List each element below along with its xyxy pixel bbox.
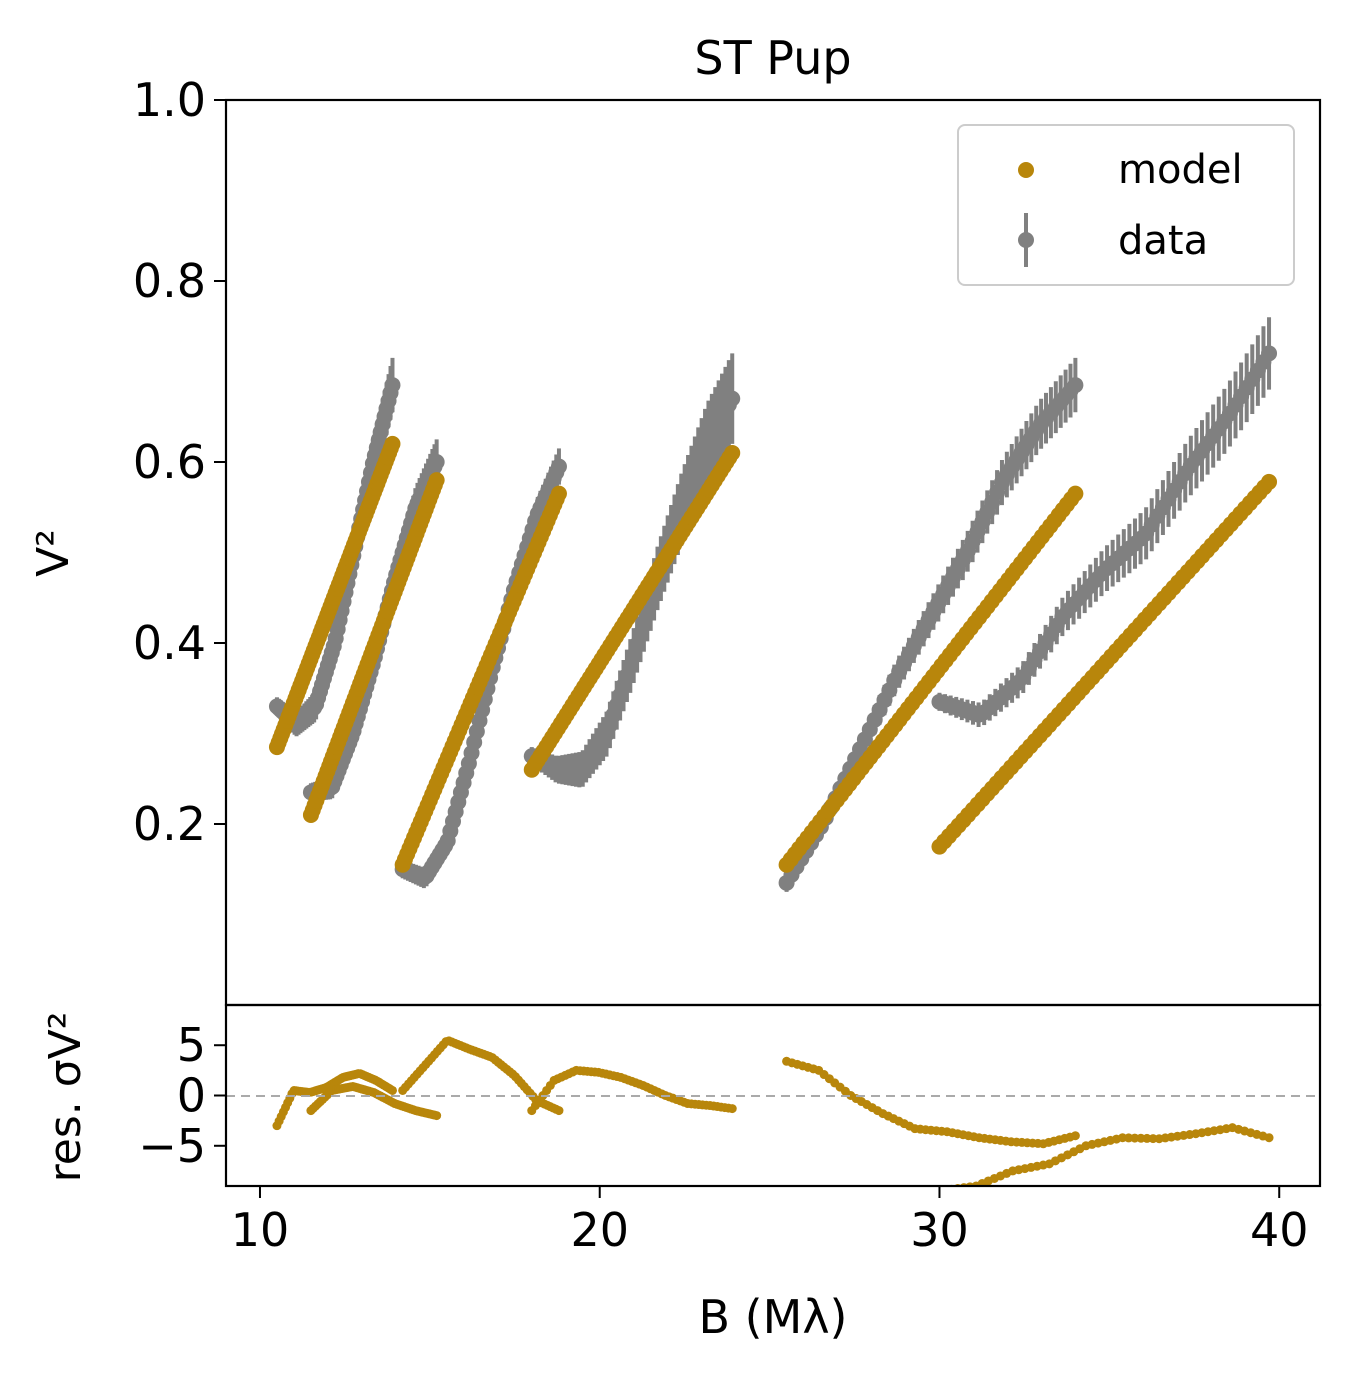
chart-title: ST Pup bbox=[694, 31, 851, 85]
y-axis-ticks: 0.2 0.4 0.6 0.8 1.0 bbox=[133, 73, 226, 851]
model-series-seg3 bbox=[394, 485, 567, 873]
residual-tick-label: 0 bbox=[177, 1069, 206, 1123]
y-tick-label: 0.2 bbox=[133, 797, 206, 851]
data-point bbox=[550, 458, 567, 475]
residual-point bbox=[387, 1085, 397, 1095]
residual-series-seg6 bbox=[943, 1123, 1274, 1186]
y-tick-label: 0.6 bbox=[133, 435, 206, 489]
residual-series-seg4 bbox=[527, 1065, 737, 1116]
x-axis-label: B (Mλ) bbox=[699, 1290, 848, 1344]
model-series-seg5 bbox=[778, 485, 1084, 873]
x-tick-label: 40 bbox=[1250, 1203, 1309, 1257]
x-tick-label: 30 bbox=[910, 1203, 969, 1257]
legend-box bbox=[957, 124, 1295, 286]
residual-axis-ticks: 50−5 bbox=[138, 1018, 226, 1173]
data-point bbox=[724, 390, 741, 407]
data-point bbox=[1067, 377, 1084, 394]
y-tick-label: 0.4 bbox=[133, 616, 206, 670]
model-series-seg1 bbox=[268, 435, 401, 756]
residual-axis-label: res. σV² bbox=[40, 1012, 91, 1183]
residual-series-seg5 bbox=[782, 1056, 1080, 1149]
legend-data-label: data bbox=[1118, 218, 1208, 264]
y-axis-label: V² bbox=[28, 529, 79, 577]
residual-point bbox=[727, 1104, 737, 1114]
main-plot-data bbox=[268, 317, 1278, 892]
model-series-seg2 bbox=[302, 472, 445, 823]
legend-model-marker bbox=[1018, 162, 1034, 178]
model-series-seg4 bbox=[523, 444, 741, 778]
data-point bbox=[428, 454, 445, 470]
y-tick-label: 0.8 bbox=[133, 254, 206, 308]
residual-tick-label: 5 bbox=[177, 1018, 206, 1072]
residual-point bbox=[1070, 1131, 1080, 1141]
residual-point bbox=[1264, 1133, 1274, 1143]
legend-data-marker bbox=[1018, 232, 1034, 248]
y-tick-label: 1.0 bbox=[133, 73, 206, 127]
residual-point bbox=[432, 1111, 442, 1121]
model-point bbox=[550, 485, 567, 502]
residual-tick-label: −5 bbox=[138, 1119, 206, 1173]
legend-model-label: model bbox=[1118, 147, 1243, 193]
x-axis-ticks: 10 20 30 40 bbox=[231, 1186, 1309, 1257]
model-point bbox=[1067, 485, 1084, 502]
model-series-seg6 bbox=[931, 473, 1278, 855]
model-point bbox=[428, 472, 445, 489]
model-point bbox=[1261, 473, 1278, 490]
model-point bbox=[384, 435, 401, 452]
x-tick-label: 20 bbox=[570, 1203, 629, 1257]
residual-point bbox=[554, 1106, 564, 1116]
data-series-seg6 bbox=[931, 317, 1278, 727]
residual-series-seg2 bbox=[306, 1081, 442, 1121]
legend: model data bbox=[957, 124, 1295, 286]
residual-plot-data bbox=[272, 1036, 1274, 1186]
data-series-seg1 bbox=[268, 357, 401, 737]
data-point bbox=[384, 377, 401, 394]
model-point bbox=[724, 444, 741, 461]
data-point bbox=[1261, 345, 1278, 362]
x-tick-label: 10 bbox=[231, 1203, 290, 1257]
